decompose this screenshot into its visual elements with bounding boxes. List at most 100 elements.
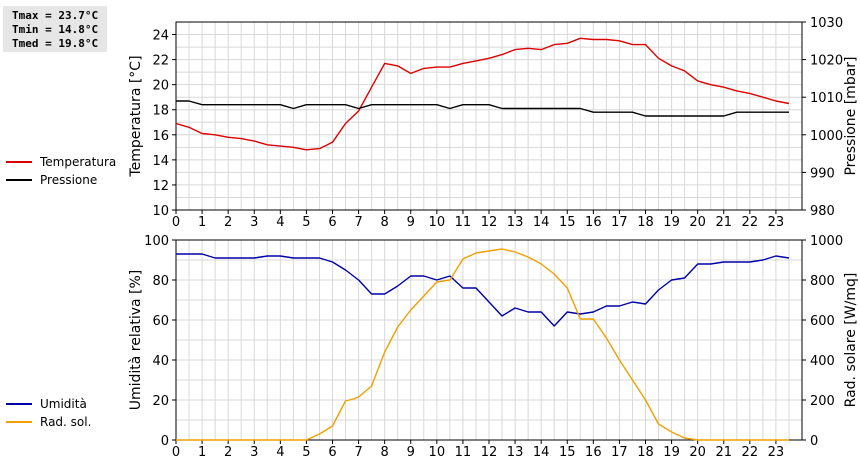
x-tick-label: 5: [302, 215, 310, 230]
legend-item: Rad. sol.: [6, 413, 91, 431]
y-tick-label-right: 1000: [810, 234, 843, 249]
y-tick-label-left: 0: [161, 434, 169, 449]
x-tick-label: 0: [172, 445, 180, 460]
legend-top: Temperatura Pressione: [6, 153, 116, 189]
y-tick-label-left: 16: [152, 129, 169, 144]
x-tick-label: 12: [481, 445, 498, 460]
x-tick-label: 6: [328, 445, 336, 460]
x-tick-label: 3: [250, 445, 258, 460]
x-tick-label: 5: [302, 445, 310, 460]
x-tick-label: 7: [354, 215, 362, 230]
x-tick-label: 11: [455, 215, 472, 230]
x-tick-label: 12: [481, 215, 498, 230]
legend-swatch: [6, 421, 32, 423]
x-tick-label: 23: [768, 445, 785, 460]
x-tick-label: 19: [663, 445, 680, 460]
legend-item: Pressione: [6, 171, 116, 189]
x-tick-label: 15: [559, 445, 576, 460]
y-tick-label-right: 400: [810, 354, 835, 369]
x-tick-label: 17: [611, 215, 628, 230]
x-tick-label: 16: [585, 445, 602, 460]
series-line-umidit: [176, 253, 790, 327]
stat-tmax: Tmax = 23.7°C: [12, 9, 99, 22]
y-tick-label-left: 40: [152, 354, 169, 369]
x-tick-label: 19: [663, 215, 680, 230]
x-tick-label: 0: [172, 215, 180, 230]
x-tick-label: 15: [559, 215, 576, 230]
legend-swatch: [6, 179, 32, 181]
legend-label: Umidità: [40, 397, 87, 411]
x-tick-label: 1: [198, 215, 206, 230]
x-tick-label: 3: [250, 215, 258, 230]
x-tick-label: 21: [715, 445, 732, 460]
y-axis-label-left: Umidità relativa [%]: [128, 270, 144, 411]
x-tick-label: 23: [768, 215, 785, 230]
y-tick-label-right: 200: [810, 394, 835, 409]
y-tick-label-right: 980: [810, 204, 835, 219]
x-tick-label: 13: [507, 215, 524, 230]
y-tick-label-right: 0: [810, 434, 818, 449]
y-tick-label-left: 20: [152, 394, 169, 409]
x-tick-label: 2: [224, 215, 232, 230]
y-tick-label-left: 24: [152, 29, 169, 44]
y-tick-label-right: 1000: [810, 129, 843, 144]
legend-bottom-list: Umidità Rad. sol.: [6, 395, 91, 431]
x-tick-label: 11: [455, 445, 472, 460]
y-tick-label-left: 10: [152, 204, 169, 219]
y-tick-label-left: 14: [152, 154, 169, 169]
y-tick-label-right: 1010: [810, 91, 843, 106]
x-tick-label: 6: [328, 215, 336, 230]
y-tick-label-right: 1030: [810, 16, 843, 31]
y-tick-label-left: 18: [152, 104, 169, 119]
y-tick-label-left: 22: [152, 54, 169, 69]
y-tick-label-right: 600: [810, 314, 835, 329]
stats-box: Tmax = 23.7°C Tmin = 14.8°C Tmed = 19.8°…: [3, 6, 107, 52]
x-tick-label: 22: [742, 215, 759, 230]
legend-label: Rad. sol.: [40, 415, 92, 429]
series-line-pressione: [176, 100, 789, 117]
x-tick-label: 20: [689, 215, 706, 230]
series-line-temperatura: [175, 37, 790, 151]
x-tick-label: 4: [276, 445, 284, 460]
x-tick-label: 9: [407, 215, 415, 230]
y-axis-label-right: Pressione [mbar]: [843, 56, 859, 175]
x-tick-label: 2: [224, 445, 232, 460]
x-tick-label: 21: [715, 215, 732, 230]
x-tick-label: 18: [637, 215, 654, 230]
x-tick-label: 9: [407, 445, 415, 460]
x-tick-label: 20: [689, 445, 706, 460]
x-tick-label: 1: [198, 445, 206, 460]
y-tick-label-right: 800: [810, 274, 835, 289]
stat-tmin: Tmin = 14.8°C: [12, 23, 99, 36]
legend-swatch: [6, 403, 32, 405]
x-tick-label: 7: [354, 445, 362, 460]
x-tick-label: 13: [507, 445, 524, 460]
legend-item: Temperatura: [6, 153, 116, 171]
x-tick-label: 10: [429, 215, 446, 230]
x-tick-label: 10: [429, 445, 446, 460]
x-tick-label: 14: [533, 215, 550, 230]
legend-label: Pressione: [40, 173, 98, 187]
y-tick-label-right: 1020: [810, 54, 843, 69]
x-tick-label: 16: [585, 215, 602, 230]
legend-label: Temperatura: [40, 155, 117, 169]
legend-swatch: [6, 161, 32, 163]
y-axis-label-left: Temperatura [°C]: [128, 55, 144, 177]
x-tick-label: 4: [276, 215, 284, 230]
y-tick-label-left: 80: [152, 274, 169, 289]
y-tick-label-left: 12: [152, 179, 169, 194]
stat-tmed: Tmed = 19.8°C: [12, 37, 99, 50]
x-tick-label: 22: [742, 445, 759, 460]
y-tick-label-left: 60: [152, 314, 169, 329]
x-tick-label: 14: [533, 445, 550, 460]
x-tick-label: 17: [611, 445, 628, 460]
x-tick-label: 18: [637, 445, 654, 460]
y-tick-label-left: 20: [152, 79, 169, 94]
x-tick-label: 8: [381, 445, 389, 460]
y-tick-label-right: 990: [810, 166, 835, 181]
y-axis-label-right: Rad. solare [W/mq]: [843, 273, 859, 408]
x-tick-label: 8: [381, 215, 389, 230]
legend-item: Umidità: [6, 395, 91, 413]
y-tick-label-left: 100: [144, 234, 169, 249]
